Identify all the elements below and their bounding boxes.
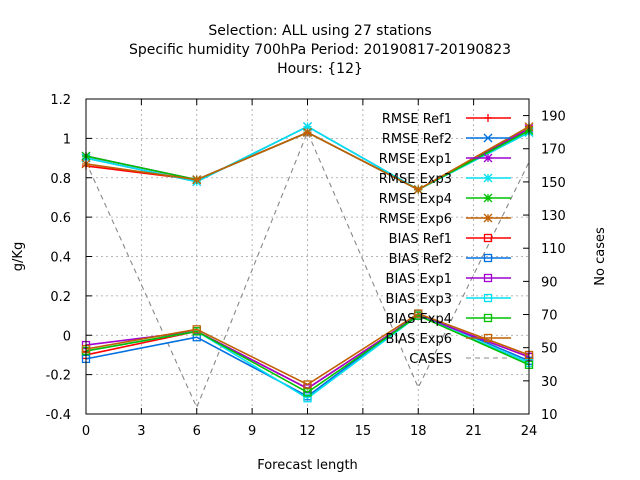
y-tick-label: 0.4 — [50, 251, 71, 266]
y-tick-label: 0.6 — [50, 211, 71, 226]
data-point — [192, 333, 201, 342]
y-tick-label: 0.2 — [50, 290, 71, 305]
x-tick-label: 21 — [465, 424, 482, 439]
x-tick-label: 15 — [355, 424, 372, 439]
legend-label: BIAS Ref1 — [389, 232, 452, 247]
legend-label: BIAS Exp4 — [386, 312, 452, 327]
y2-tick-label: 130 — [541, 209, 566, 224]
legend-label: RMSE Ref2 — [382, 132, 452, 147]
data-point — [192, 175, 202, 185]
y-tick-label: 0 — [63, 329, 71, 344]
series-line — [85, 314, 530, 390]
legend-label: RMSE Exp3 — [379, 172, 452, 187]
data-point — [303, 380, 312, 389]
legend-marker — [483, 313, 493, 323]
data-point — [303, 388, 312, 397]
legend-marker — [483, 253, 493, 263]
legend-marker — [483, 293, 493, 303]
legend-marker — [483, 333, 493, 343]
y-tick-label: -0.2 — [46, 369, 71, 384]
data-point — [303, 128, 312, 137]
title-line: Specific humidity 700hPa Period: 2019081… — [129, 42, 511, 58]
legend-marker — [483, 133, 493, 143]
legend-marker — [483, 153, 493, 163]
title-line: Hours: {12} — [277, 61, 363, 77]
legend-label: RMSE Exp1 — [379, 152, 452, 167]
x-tick-label: 6 — [193, 424, 201, 439]
legend-label: BIAS Exp3 — [386, 292, 452, 307]
series-line — [85, 314, 530, 390]
legend-marker — [483, 273, 493, 283]
x-tick-label: 24 — [521, 424, 538, 439]
x-tick-label: 0 — [82, 424, 90, 439]
legend-label: BIAS Exp6 — [386, 332, 452, 347]
y-tick-label: 1 — [63, 132, 71, 147]
data-series — [81, 122, 534, 403]
data-point — [192, 325, 201, 334]
y2-tick-label: 150 — [541, 176, 566, 191]
y2-tick-label: 170 — [541, 143, 566, 158]
legend: RMSE Ref1 RMSE Ref2 RMSE Exp1 RMSE Exp3 RMSE… — [379, 112, 511, 367]
y2-tick-label: 110 — [541, 242, 566, 257]
legend-label: RMSE Exp4 — [379, 192, 452, 207]
x-tick-label: 3 — [137, 424, 145, 439]
grid — [86, 99, 529, 414]
x-axis-label: Forecast length — [257, 458, 358, 473]
x-tick-label: 9 — [248, 424, 256, 439]
title-line: Selection: ALL using 27 stations — [208, 23, 431, 39]
legend-label: RMSE Exp6 — [379, 212, 452, 227]
legend-marker — [483, 173, 493, 183]
data-point — [413, 185, 423, 195]
legend-label: RMSE Ref1 — [382, 112, 452, 127]
legend-marker — [483, 233, 493, 243]
y-tick-label: 0.8 — [50, 172, 71, 187]
y2-tick-label: 30 — [541, 375, 558, 390]
y2-tick-label: 90 — [541, 275, 558, 290]
y-tick-label: -0.4 — [46, 408, 71, 423]
y2-tick-label: 190 — [541, 110, 566, 125]
chart-title: Selection: ALL using 27 stations Specific… — [129, 23, 511, 77]
series-line — [85, 312, 530, 386]
legend-marker — [484, 114, 492, 122]
x-tick-label: 18 — [410, 424, 427, 439]
legend-label: BIAS Ref2 — [389, 252, 452, 267]
cases-series — [85, 130, 530, 409]
y-axis-label: g/Kg — [11, 242, 26, 271]
y2-tick-label: 70 — [541, 309, 558, 324]
legend-marker — [483, 213, 493, 223]
data-point — [303, 394, 312, 403]
y2-axis-label: No cases — [593, 227, 608, 286]
y2-tick-label: 50 — [541, 342, 558, 357]
legend-label: BIAS Exp1 — [386, 272, 452, 287]
axis-ticks: 0 3 6 9 12 15 18 21 24 -0.4 -0.2 0 0.2 0.4 0.6 0.8 1 1.2 1… — [46, 93, 566, 439]
legend-label: CASES — [409, 352, 452, 367]
y2-tick-label: 10 — [541, 408, 558, 423]
series-line — [85, 314, 530, 394]
x-tick-label: 12 — [299, 424, 316, 439]
data-point — [414, 309, 423, 318]
y-tick-label: 1.2 — [50, 93, 71, 108]
legend-marker — [483, 193, 493, 203]
cases-line — [85, 130, 530, 409]
